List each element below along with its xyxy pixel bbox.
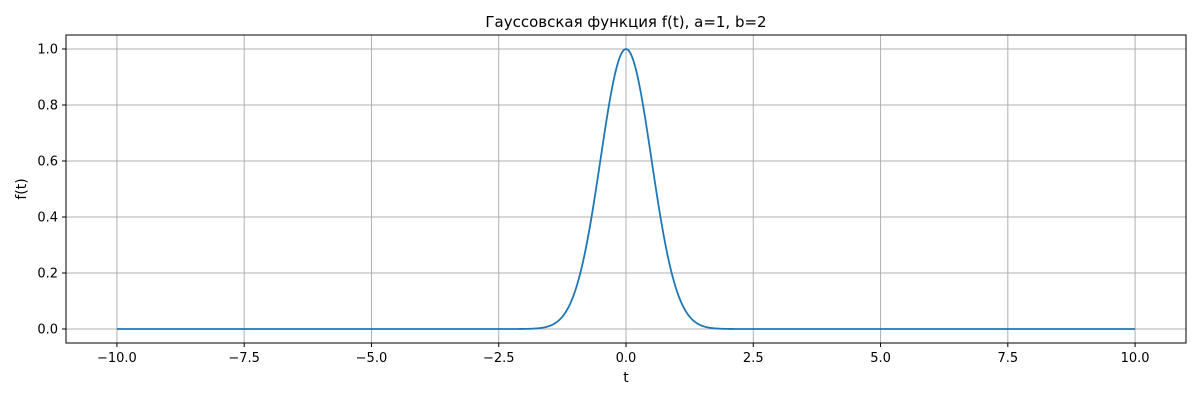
- y-axis-label: f(t): [14, 178, 30, 199]
- y-tick-label: 0.4: [37, 211, 58, 226]
- x-tick-label: −5.0: [356, 351, 388, 366]
- y-axis-ticks: 0.0 0.2 0.4 0.6 0.8 1.0: [37, 43, 66, 338]
- x-tick-label: 2.5: [743, 351, 764, 366]
- x-tick-label: 10.0: [1121, 351, 1150, 366]
- chart-title: Гауссовская функция f(t), a=1, b=2: [485, 13, 766, 31]
- x-tick-label: 5.0: [870, 351, 891, 366]
- grid-lines: [66, 35, 1186, 343]
- x-axis-label: t: [623, 370, 629, 386]
- y-tick-label: 1.0: [37, 43, 58, 58]
- y-tick-label: 0.2: [37, 267, 58, 282]
- y-tick-label: 0.0: [37, 323, 58, 338]
- x-tick-label: −7.5: [228, 351, 260, 366]
- x-tick-label: 7.5: [997, 351, 1018, 366]
- series-layer: [116, 48, 1136, 330]
- x-tick-label: −10.0: [97, 351, 137, 366]
- x-axis-ticks: −10.0 −7.5 −5.0 −2.5 0.0 2.5 5.0 7.5 10.0: [97, 343, 1150, 366]
- y-tick-label: 0.6: [37, 155, 58, 170]
- x-tick-label: 0.0: [616, 351, 637, 366]
- y-tick-label: 0.8: [37, 99, 58, 114]
- x-tick-label: −2.5: [483, 351, 515, 366]
- series-line-gaussian: [116, 48, 1136, 330]
